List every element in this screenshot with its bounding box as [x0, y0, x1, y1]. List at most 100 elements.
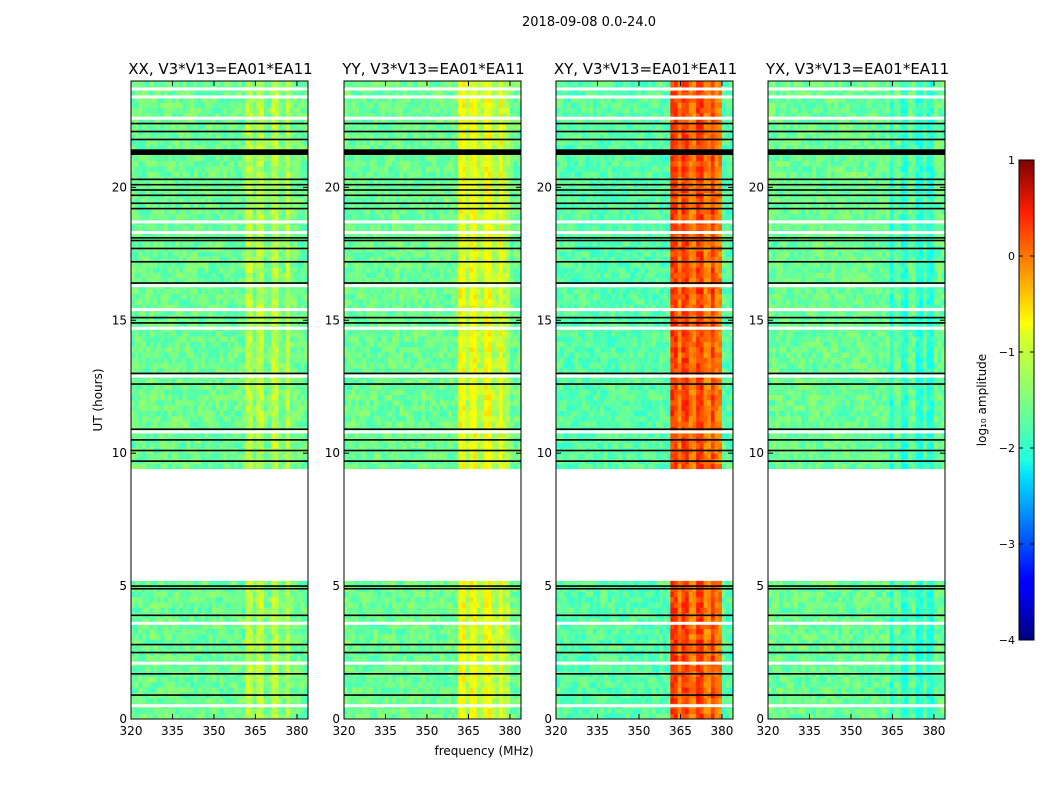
heatmap-cell [178, 171, 184, 178]
heatmap-cell [285, 298, 290, 305]
heatmap-cell [219, 251, 224, 257]
flag-row-blank [131, 87, 308, 91]
heatmap-cell [149, 463, 154, 470]
heatmap-cell [153, 277, 158, 284]
heatmap-cell [252, 288, 257, 295]
heatmap-cell [289, 368, 294, 374]
heatmap-cell [149, 107, 154, 114]
heatmap-cell [285, 277, 290, 284]
heatmap-cell [178, 304, 184, 311]
heatmap-cell [263, 96, 268, 103]
heatmap-cell [263, 410, 268, 417]
heatmap-cell [267, 394, 272, 401]
heatmap-cell [156, 602, 161, 608]
heatmap-cell [149, 341, 154, 348]
heatmap-cell [138, 639, 143, 645]
heatmap-cell [156, 384, 161, 390]
heatmap-cell [208, 357, 213, 364]
heatmap-cell [138, 336, 143, 342]
heatmap-cell [175, 166, 180, 172]
heatmap-cell [260, 288, 265, 295]
heatmap-cell [256, 607, 261, 614]
heatmap-cell [274, 665, 279, 672]
heatmap-cell [267, 655, 272, 661]
heatmap-cell [193, 309, 198, 316]
heatmap-cell [175, 272, 180, 279]
heatmap-cell [256, 713, 261, 720]
heatmap-cell [249, 602, 254, 608]
heatmap-cell [175, 118, 180, 124]
heatmap-cell [267, 309, 272, 316]
heatmap-cell [204, 251, 209, 257]
heatmap-cell [285, 431, 290, 438]
heatmap-cell [153, 346, 158, 353]
heatmap-cell [304, 208, 309, 215]
heatmap-cell [260, 633, 265, 640]
heatmap-cell [215, 596, 220, 603]
heatmap-cell [289, 400, 294, 406]
heatmap-cell [149, 123, 154, 130]
heatmap-cell [256, 267, 261, 273]
heatmap-cell [171, 224, 176, 231]
heatmap-cell [134, 394, 139, 401]
heatmap-cell [289, 362, 294, 369]
heatmap-cell [223, 687, 228, 693]
heatmap-cell [131, 633, 136, 640]
heatmap-cell [204, 713, 209, 720]
heatmap-cell [193, 617, 198, 624]
heatmap-cell [178, 309, 184, 316]
heatmap-cell [201, 639, 206, 645]
heatmap-cell [223, 261, 228, 268]
heatmap-cell [237, 288, 243, 295]
heatmap-cell [164, 665, 169, 672]
heatmap-cell [282, 160, 287, 167]
heatmap-cell [186, 304, 191, 311]
heatmap-cell [149, 681, 154, 688]
heatmap-cell [153, 431, 158, 438]
heatmap-cell [215, 633, 220, 640]
heatmap-cell [296, 341, 302, 348]
heatmap-cell [160, 697, 165, 704]
heatmap-cell [271, 81, 276, 87]
heatmap-cell [241, 107, 246, 114]
heatmap-cell [153, 144, 158, 151]
heatmap-cell [344, 713, 349, 720]
heatmap-cell [289, 160, 294, 167]
heatmap-cell [156, 91, 161, 98]
heatmap-cell [204, 118, 209, 124]
heatmap-cell [278, 102, 283, 108]
heatmap-cell [167, 256, 172, 263]
heatmap-cell [289, 203, 294, 209]
heatmap-cell [300, 251, 305, 257]
heatmap-cell [226, 591, 231, 598]
heatmap-cell [138, 91, 143, 98]
heatmap-cell [186, 96, 191, 103]
heatmap-cell [296, 166, 302, 172]
heatmap-cell [252, 171, 257, 178]
heatmap-cell [296, 453, 302, 459]
heatmap-cell [223, 644, 228, 651]
heatmap-cell [263, 277, 268, 284]
flag-row-blank [131, 95, 308, 99]
heatmap-cell [190, 389, 195, 396]
heatmap-cell [285, 591, 290, 598]
heatmap-cell [230, 288, 235, 295]
heatmap-cell [134, 633, 139, 640]
heatmap-cell [138, 123, 143, 130]
heatmap-cell [293, 166, 298, 172]
heatmap-cell [223, 378, 228, 385]
heatmap-cell [145, 293, 150, 300]
heatmap-cell [271, 203, 276, 209]
heatmap-cell [156, 655, 161, 661]
heatmap-cell [260, 330, 265, 337]
heatmap-cell [193, 591, 198, 598]
heatmap-cell [175, 208, 180, 215]
heatmap-cell [131, 623, 136, 630]
heatmap-cell [153, 676, 158, 683]
heatmap-cell [178, 368, 184, 374]
heatmap-cell [215, 421, 220, 427]
heatmap-cell [234, 330, 239, 337]
heatmap-cell [278, 442, 283, 449]
heatmap-cell [495, 708, 500, 715]
heatmap-cell [256, 123, 261, 130]
